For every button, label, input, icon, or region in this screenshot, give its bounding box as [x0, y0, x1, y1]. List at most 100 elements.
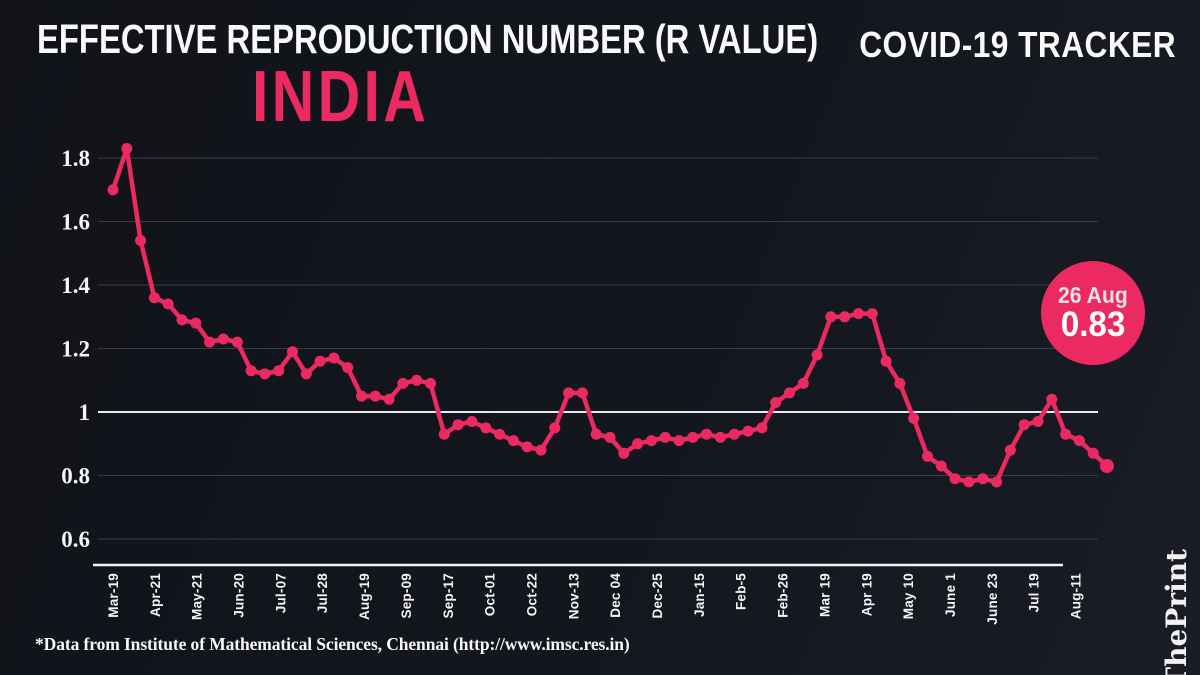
data-point-marker: [507, 435, 519, 447]
theprint-logo: ThePrint: [1160, 549, 1193, 675]
data-point-marker: [411, 374, 423, 386]
data-point-marker: [632, 438, 644, 450]
x-tick-label: Sep-17: [441, 573, 456, 618]
data-point-marker: [908, 412, 920, 424]
data-point-marker: [148, 292, 160, 304]
data-point-marker: [1046, 393, 1058, 405]
data-point-marker: [714, 431, 726, 443]
brand-name-prefix: The: [1160, 628, 1193, 675]
data-point-marker: [1018, 419, 1030, 431]
data-point-marker: [369, 390, 381, 402]
data-point-marker: [259, 368, 271, 380]
data-point-marker: [204, 336, 216, 348]
data-point-marker: [825, 311, 837, 323]
x-tick-label: Dec 04: [608, 573, 623, 618]
data-point-marker: [287, 346, 298, 358]
x-tick-label: Dec-25: [650, 573, 665, 619]
x-tick-label: Oct-22: [524, 573, 539, 616]
data-point-marker: [839, 311, 851, 323]
y-tick-label: 1: [79, 400, 91, 425]
data-point-marker: [742, 425, 754, 437]
data-point-marker: [949, 473, 961, 485]
data-point-marker: [880, 355, 892, 367]
data-point-marker: [231, 336, 243, 348]
x-tick-label: June 1: [943, 573, 958, 617]
x-tick-label: Aug-19: [357, 573, 372, 620]
latest-point-marker: [1100, 459, 1114, 473]
x-tick-label: Jun-20: [232, 573, 247, 618]
data-point-marker: [728, 428, 740, 440]
data-point-marker: [535, 444, 547, 456]
data-point-marker: [480, 422, 492, 434]
data-point-marker: [673, 435, 685, 447]
data-point-marker: [107, 184, 119, 196]
data-point-marker: [894, 377, 906, 389]
badge-date: 26 Aug: [1058, 281, 1128, 308]
x-tick-label: May-21: [190, 573, 205, 620]
y-tick-label: 1.2: [61, 337, 90, 362]
data-point-marker: [314, 355, 326, 367]
x-tick-label: Mar-19: [106, 573, 121, 618]
y-tick-label: 0.6: [61, 527, 90, 552]
x-tick-label: June 23: [985, 573, 1000, 625]
data-point-marker: [645, 435, 657, 447]
data-point-marker: [563, 387, 575, 399]
data-point-marker: [438, 428, 450, 440]
y-tick-label: 1.6: [61, 210, 90, 235]
x-tick-label: Mar 19: [817, 573, 832, 617]
data-point-marker: [604, 431, 616, 443]
x-tick-label: Feb-5: [734, 573, 749, 610]
region-title: INDIA: [252, 57, 430, 137]
data-point-marker: [991, 476, 1003, 488]
data-point-marker: [853, 308, 864, 320]
data-point-marker: [1073, 435, 1085, 447]
x-tick-label: Jan-15: [692, 573, 707, 617]
x-tick-label: Sep-09: [399, 573, 414, 618]
data-point-marker: [383, 393, 395, 405]
brand-name-suffix: Print: [1160, 549, 1193, 629]
data-point-marker: [756, 422, 768, 434]
data-point-marker: [866, 308, 878, 320]
data-point-marker: [397, 377, 409, 389]
x-tick-label: Apr-21: [148, 573, 163, 617]
data-point-marker: [466, 416, 478, 427]
x-tick-label: Nov-13: [566, 573, 581, 620]
data-point-marker: [977, 473, 989, 485]
data-point-marker: [190, 317, 202, 329]
data-point-marker: [273, 365, 285, 377]
data-point-marker: [342, 362, 354, 374]
data-point-marker: [811, 349, 823, 361]
data-point-marker: [576, 387, 588, 399]
data-point-marker: [300, 368, 312, 380]
x-tick-label: May 10: [901, 573, 916, 619]
data-point-marker: [590, 428, 602, 440]
page-title: EFFECTIVE REPRODUCTION NUMBER (R VALUE): [37, 16, 819, 62]
tracker-label: COVID-19 TRACKER: [859, 24, 1176, 65]
data-point-marker: [1087, 447, 1099, 459]
source-note: *Data from Institute of Mathematical Sci…: [35, 634, 630, 654]
data-point-marker: [618, 447, 630, 459]
data-point-marker: [549, 422, 561, 434]
y-tick-label: 1.4: [61, 273, 90, 298]
badge-value: 0.83: [1060, 304, 1126, 344]
data-point-marker: [217, 333, 229, 345]
data-point-marker: [963, 476, 975, 488]
data-point-marker: [784, 387, 795, 399]
data-point-marker: [1032, 416, 1044, 427]
x-tick-label: Apr 19: [859, 573, 874, 616]
data-point-marker: [1060, 428, 1072, 440]
x-tick-label: Jul-07: [273, 573, 288, 613]
data-point-marker: [935, 460, 947, 472]
x-tick-label: Jul-28: [315, 573, 330, 614]
data-point-marker: [328, 352, 340, 364]
latest-value-badge: 26 Aug 0.83: [1041, 261, 1145, 365]
data-point-marker: [770, 397, 782, 408]
x-tick-label: Oct-01: [483, 573, 498, 617]
data-point-marker: [135, 235, 147, 246]
data-point-marker: [687, 431, 699, 443]
data-point-marker: [245, 365, 257, 377]
r-value-line: [110, 146, 1110, 485]
data-point-marker: [659, 431, 671, 443]
